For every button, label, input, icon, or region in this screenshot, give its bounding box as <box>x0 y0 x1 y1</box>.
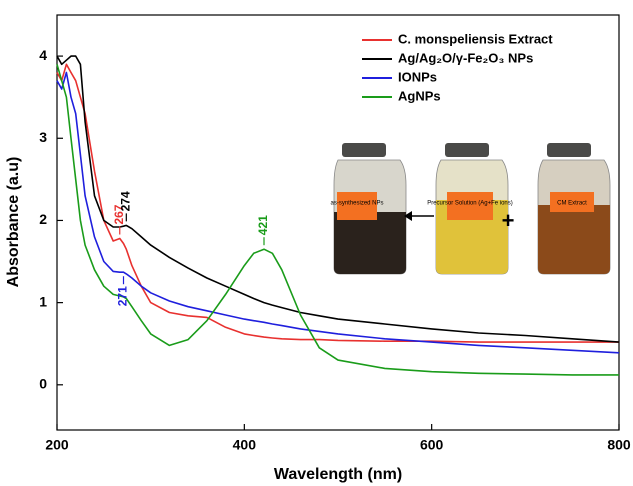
x-tick-label: 200 <box>45 437 69 453</box>
y-tick-label: 2 <box>39 211 47 227</box>
inset-label: Precursor Solution (Ag+Fe ions) <box>427 201 513 207</box>
legend-label: C. monspeliensis Extract <box>398 31 553 46</box>
peak-label: 271 <box>116 286 130 306</box>
x-tick-label: 600 <box>420 437 444 453</box>
y-tick-label: 1 <box>39 293 47 309</box>
inset-photo: + <box>334 143 610 274</box>
svg-text:+: + <box>502 208 515 233</box>
x-tick-label: 400 <box>233 437 257 453</box>
legend-label: Ag/Ag₂O/γ-Fe₂O₃ NPs <box>398 50 533 65</box>
legend-label: AgNPs <box>398 88 441 103</box>
inset-label: as-synthesized NPs <box>330 201 383 207</box>
y-axis-title: Absorbance (a.u) <box>5 157 22 288</box>
x-axis-title: Wavelength (nm) <box>274 466 402 483</box>
peak-label: 421 <box>256 215 270 235</box>
chart: Wavelength (nm) Absorbance (a.u) + as-sy… <box>0 0 633 486</box>
inset-label: CM Extract <box>557 201 587 207</box>
peak-label: 274 <box>118 191 132 211</box>
legend-label: IONPs <box>398 69 437 84</box>
y-tick-label: 4 <box>39 47 47 63</box>
y-tick-label: 3 <box>39 129 47 145</box>
y-tick-label: 0 <box>39 376 47 392</box>
x-tick-label: 800 <box>607 437 631 453</box>
